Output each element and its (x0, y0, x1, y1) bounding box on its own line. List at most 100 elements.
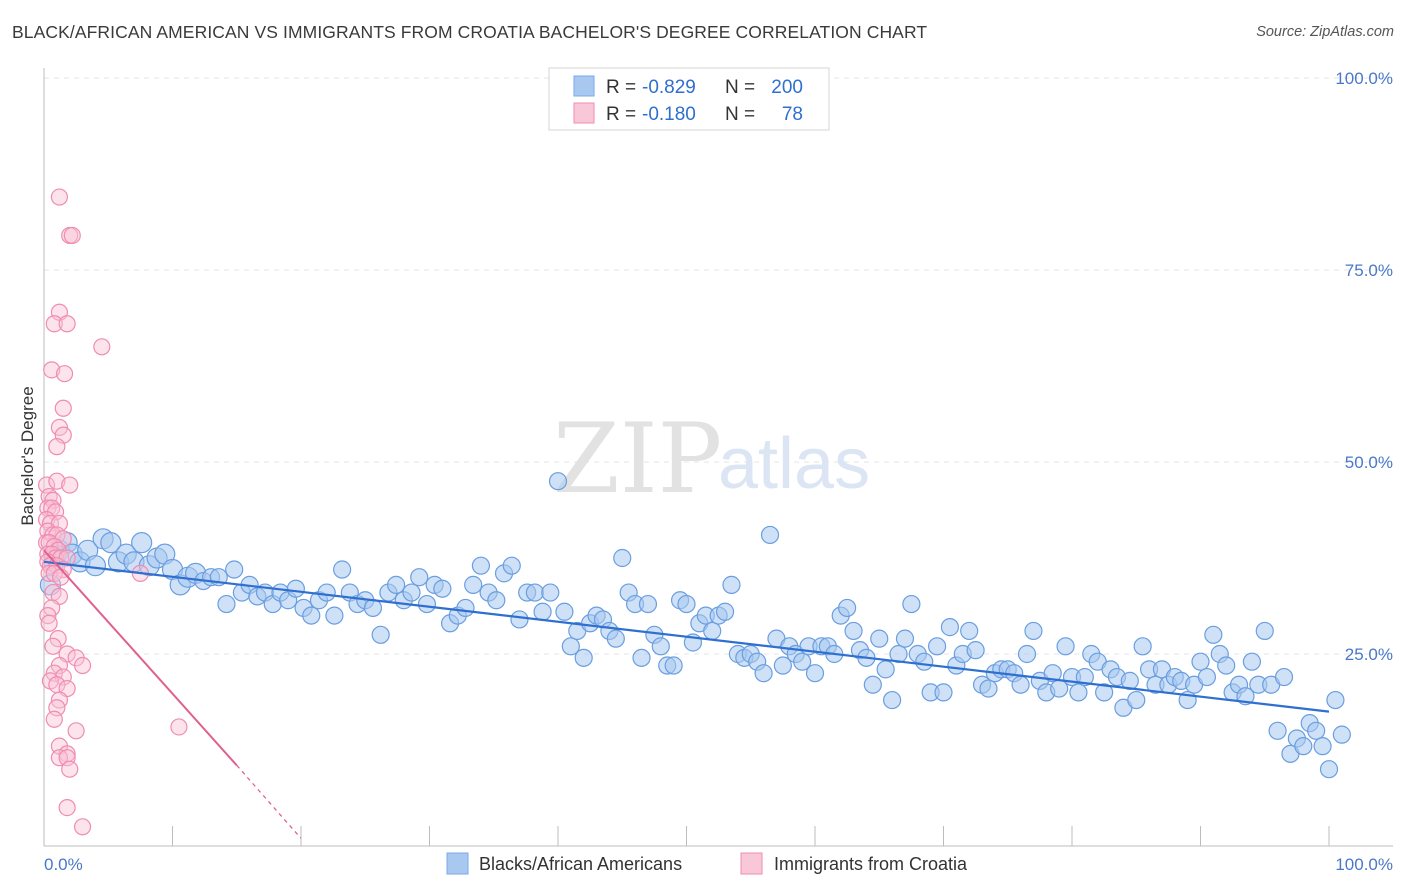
legend: R = -0.829 N = 200 R = -0.180 N = 78 (548, 67, 830, 131)
point-blacks (84, 555, 107, 577)
tick-labels: 25.0% 50.0% 75.0% 100.0% 0.0% 100.0% (44, 69, 1393, 874)
point-blacks (1319, 760, 1339, 779)
point-blacks (325, 606, 344, 625)
point-croatia (73, 818, 92, 836)
series-croatia-points (37, 188, 188, 836)
bottom-legend: Blacks/African Americans Immigrants from… (446, 852, 968, 875)
point-blacks (1332, 725, 1351, 744)
point-blacks (502, 556, 521, 575)
point-blacks (1017, 644, 1037, 664)
watermark-zip: ZIP (553, 403, 722, 515)
point-blacks (844, 621, 863, 641)
trend-lines (43, 549, 1330, 839)
legend-r-label-blue: R = (606, 77, 636, 98)
point-blacks (525, 583, 544, 602)
watermark: ZIP atlas (553, 403, 870, 515)
point-blacks (895, 629, 915, 648)
point-blacks (225, 560, 244, 579)
point-blacks (966, 641, 985, 660)
point-blacks (651, 637, 670, 656)
point-blacks (1191, 652, 1210, 671)
point-croatia (73, 656, 92, 675)
x-tick-label-min: 0.0% (44, 855, 83, 874)
point-blacks (1056, 637, 1075, 656)
point-blacks (1095, 683, 1114, 702)
point-croatia (45, 710, 63, 728)
point-blacks (882, 690, 902, 710)
point-blacks (934, 683, 953, 702)
point-blacks (940, 618, 960, 637)
point-blacks (1294, 737, 1313, 756)
point-blacks (805, 664, 825, 683)
point-blacks (715, 602, 735, 621)
watermark-atlas: atlas (718, 424, 870, 504)
legend-r-label-pink: R = (606, 104, 636, 125)
grid-lines (44, 77, 1393, 655)
point-blacks (402, 583, 421, 602)
point-blacks (863, 675, 882, 694)
point-blacks (1255, 621, 1274, 641)
point-blacks (1242, 652, 1262, 671)
point-blacks (613, 548, 632, 568)
point-blacks (915, 652, 934, 671)
point-croatia (44, 637, 62, 655)
point-blacks (417, 594, 437, 614)
point-croatia (93, 338, 111, 356)
point-blacks (100, 532, 122, 554)
y-tick-label: 50.0% (1345, 453, 1393, 472)
point-blacks (793, 652, 812, 671)
point-blacks (1313, 737, 1332, 756)
y-tick-label: 100.0% (1335, 69, 1393, 88)
point-croatia (40, 614, 58, 632)
point-blacks (410, 568, 429, 587)
y-axis-title: Bachelor's Degree (18, 386, 37, 525)
point-blacks (960, 621, 979, 641)
point-blacks (773, 656, 792, 675)
point-blacks (638, 594, 658, 614)
point-blacks (838, 598, 857, 618)
trendline-blacks (43, 560, 1330, 713)
point-blacks (1274, 667, 1294, 687)
point-blacks (1069, 683, 1088, 702)
point-blacks (1133, 637, 1152, 656)
point-blacks (927, 637, 947, 656)
point-blacks (217, 594, 236, 614)
point-croatia (58, 798, 76, 817)
point-blacks (510, 610, 529, 629)
point-croatia (45, 315, 63, 333)
point-blacks (464, 575, 483, 594)
point-blacks (979, 679, 998, 698)
point-blacks (1043, 664, 1062, 683)
point-blacks (333, 560, 352, 579)
x-tick-label-max: 100.0% (1335, 855, 1393, 874)
point-blacks (548, 472, 568, 491)
point-blacks (722, 575, 741, 594)
series-blacks-points (39, 472, 1351, 779)
bottom-legend-label-blue: Blacks/African Americans (479, 854, 682, 874)
point-blacks (1011, 675, 1030, 694)
point-blacks (632, 648, 651, 667)
bottom-legend-swatch-blue (446, 852, 469, 875)
point-blacks (703, 621, 722, 641)
point-blacks (754, 664, 773, 683)
legend-n-value-pink: 78 (782, 104, 803, 125)
point-blacks (433, 579, 452, 598)
point-blacks (1075, 667, 1094, 687)
legend-swatch-pink (573, 102, 595, 124)
point-blacks (606, 629, 625, 648)
chart-title: BLACK/AFRICAN AMERICAN VS IMMIGRANTS FRO… (12, 22, 928, 42)
point-blacks (302, 606, 321, 625)
axes (43, 68, 1393, 847)
point-blacks (555, 602, 574, 621)
bottom-legend-label-pink: Immigrants from Croatia (774, 854, 968, 874)
legend-n-label-pink: N = (725, 104, 755, 125)
point-blacks (317, 583, 336, 602)
point-blacks (471, 556, 490, 575)
point-blacks (1127, 690, 1146, 710)
point-blacks (677, 594, 696, 614)
y-tick-label: 75.0% (1345, 261, 1393, 280)
point-blacks (487, 591, 506, 610)
point-croatia (54, 399, 72, 417)
legend-n-label-blue: N = (725, 77, 755, 98)
